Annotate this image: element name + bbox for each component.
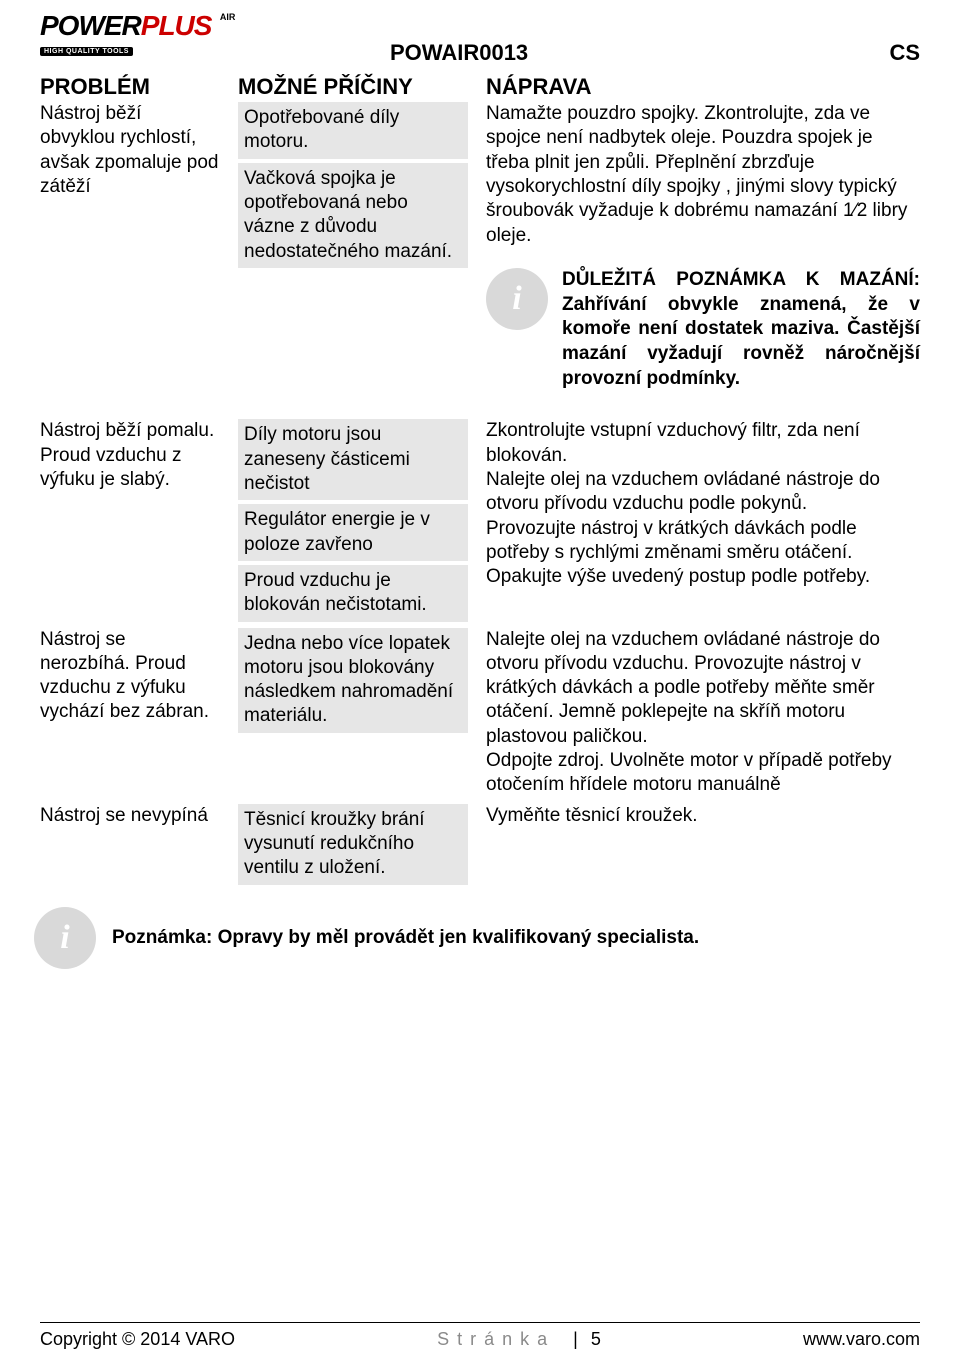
remedy-cell: Zkontrolujte vstupní vzduchový filtr, zd… bbox=[486, 419, 920, 589]
footer-sep: | bbox=[573, 1329, 578, 1349]
col-header-problem: PROBLÉM bbox=[40, 72, 220, 102]
logo-subtitle: HIGH QUALITY TOOLS bbox=[40, 47, 133, 56]
important-note: i DŮLEŽITÁ POZNÁMKA K MAZÁNÍ: Zahřívání … bbox=[486, 268, 920, 391]
remedy-cell: Vyměňte těsnicí kroužek. bbox=[486, 804, 920, 828]
causes-cell: Díly motoru jsou zaneseny částicemi neči… bbox=[238, 419, 468, 621]
cause-item: Těsnicí kroužky brání vysunutí redukčníh… bbox=[238, 804, 468, 885]
note-text: DŮLEŽITÁ POZNÁMKA K MAZÁNÍ: Zahřívání ob… bbox=[562, 268, 920, 391]
col-header-remedy: NÁPRAVA bbox=[486, 72, 920, 102]
footer-copyright: Copyright © 2014 VARO bbox=[40, 1329, 235, 1350]
doc-lang: CS bbox=[889, 40, 920, 66]
cause-item: Jedna nebo více lopatek motoru jsou blok… bbox=[238, 628, 468, 733]
info-icon: i bbox=[486, 268, 548, 330]
table-row: Nástroj se nevypíná Těsnicí kroužky brán… bbox=[40, 804, 920, 885]
col-header-causes: MOŽNÉ PŘÍČINY bbox=[238, 72, 468, 102]
cause-item: Regulátor energie je v poloze zavřeno bbox=[238, 504, 468, 561]
cause-item: Díly motoru jsou zaneseny částicemi neči… bbox=[238, 419, 468, 500]
table-header-row: PROBLÉM MOŽNÉ PŘÍČINY NÁPRAVA bbox=[40, 72, 920, 102]
troubleshoot-table: PROBLÉM MOŽNÉ PŘÍČINY NÁPRAVA Nástroj bě… bbox=[40, 72, 920, 969]
causes-cell: Těsnicí kroužky brání vysunutí redukčníh… bbox=[238, 804, 468, 885]
table-row: Nástroj běží pomalu. Proud vzduchu z výf… bbox=[40, 419, 920, 621]
logo-air-tag: AIR bbox=[220, 12, 236, 22]
footer-page: Stránka | 5 bbox=[437, 1329, 601, 1350]
problem-cell: Nástroj se nerozbíhá. Proud vzduchu z vý… bbox=[40, 628, 220, 725]
table-row: Nástroj běží obvyklou rychlostí, avšak z… bbox=[40, 102, 920, 391]
doc-code: POWAIR0013 bbox=[390, 40, 528, 66]
doc-title-row: POWAIR0013 CS bbox=[390, 40, 920, 66]
final-note: i Poznámka: Opravy by měl provádět jen k… bbox=[34, 907, 920, 969]
logo: POWERPLUS AIR HIGH QUALITY TOOLS bbox=[40, 12, 235, 58]
problem-cell: Nástroj se nevypíná bbox=[40, 804, 220, 828]
cause-item: Opotřebované díly motoru. bbox=[238, 102, 468, 159]
footer-row: Copyright © 2014 VARO Stránka | 5 www.va… bbox=[40, 1329, 920, 1350]
final-note-text: Poznámka: Opravy by měl provádět jen kva… bbox=[112, 927, 699, 949]
footer-rule bbox=[40, 1322, 920, 1323]
footer-page-num: 5 bbox=[591, 1329, 601, 1349]
page-footer: Copyright © 2014 VARO Stránka | 5 www.va… bbox=[40, 1322, 920, 1350]
causes-cell: Opotřebované díly motoru. Vačková spojka… bbox=[238, 102, 468, 268]
cause-item: Vačková spojka je opotřebovaná nebo vázn… bbox=[238, 163, 468, 268]
remedy-cell: Namažte pouzdro spojky. Zkontrolujte, zd… bbox=[486, 102, 920, 391]
cause-item: Proud vzduchu je blokován nečistotami. bbox=[238, 565, 468, 622]
remedy-cell: Nalejte olej na vzduchem ovládané nástro… bbox=[486, 628, 920, 798]
remedy-text: Namažte pouzdro spojky. Zkontrolujte, zd… bbox=[486, 102, 920, 248]
problem-cell: Nástroj běží pomalu. Proud vzduchu z výf… bbox=[40, 419, 220, 492]
problem-cell: Nástroj běží obvyklou rychlostí, avšak z… bbox=[40, 102, 220, 199]
footer-url: www.varo.com bbox=[803, 1329, 920, 1350]
info-icon: i bbox=[34, 907, 96, 969]
table-row: Nástroj se nerozbíhá. Proud vzduchu z vý… bbox=[40, 628, 920, 798]
logo-text-power: POWERPLUS bbox=[40, 10, 211, 41]
footer-page-label: Stránka bbox=[437, 1329, 555, 1349]
causes-cell: Jedna nebo více lopatek motoru jsou blok… bbox=[238, 628, 468, 733]
logo-wordmark: POWERPLUS AIR bbox=[40, 12, 235, 40]
